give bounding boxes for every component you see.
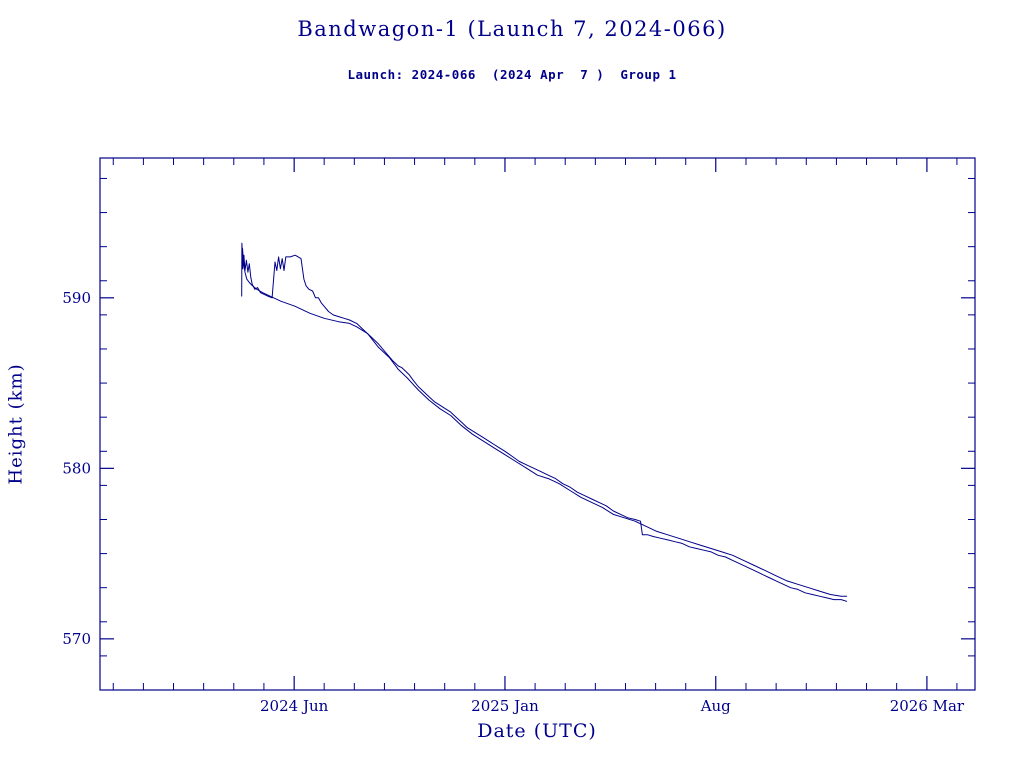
chart-title: Bandwagon-1 (Launch 7, 2024-066) xyxy=(297,17,727,41)
series-object-2 xyxy=(242,247,848,597)
plot-frame xyxy=(99,157,976,691)
x-tick-label: 2024 Jun xyxy=(260,697,329,715)
x-tick-label: 2025 Jan xyxy=(471,697,539,715)
y-tick-label: 590 xyxy=(62,289,91,307)
y-tick-label: 580 xyxy=(62,459,91,477)
series-object-1 xyxy=(241,242,848,602)
x-axis-label: Date (UTC) xyxy=(477,720,597,742)
y-tick-label: 570 xyxy=(62,630,91,648)
chart-subtitle: Launch: 2024-066 (2024 Apr 7 ) Group 1 xyxy=(347,67,677,82)
y-axis-label: Height (km) xyxy=(5,363,27,485)
x-tick-label: Aug xyxy=(700,697,731,715)
x-tick-label: 2026 Mar xyxy=(890,697,965,715)
